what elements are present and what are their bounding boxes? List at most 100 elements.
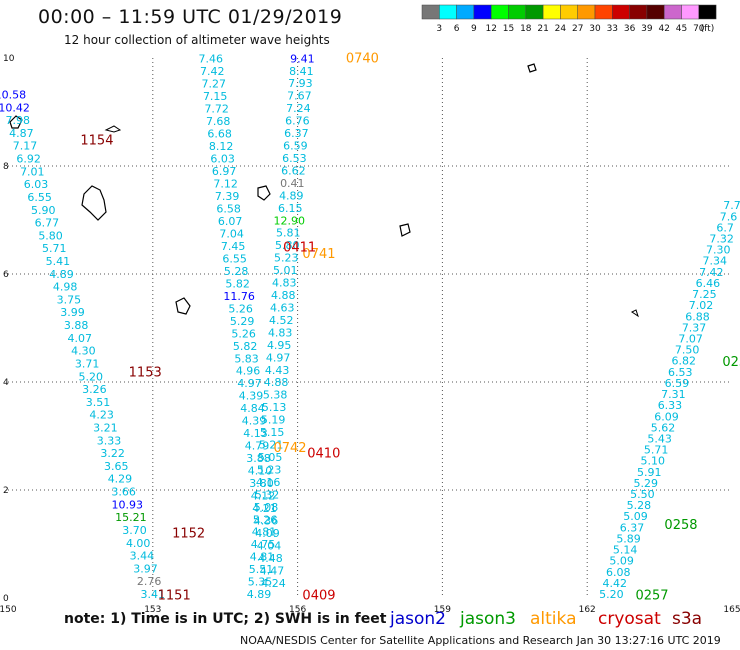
wave-height-value: 7.31 <box>661 388 686 401</box>
wave-height-value: 7.50 <box>675 344 700 357</box>
wave-height-value: 7.42 <box>699 266 724 279</box>
legend-cryosat: cryosat <box>598 609 661 629</box>
wave-height-value: 5.19 <box>261 414 286 427</box>
wave-height-value: 5.90 <box>31 204 56 217</box>
wave-height-value: 4.83 <box>272 277 297 290</box>
wave-height-value: 6.82 <box>671 355 696 368</box>
wave-height-value: 7.45 <box>221 240 246 253</box>
colorbar-swatch <box>612 4 630 20</box>
wave-height-value: 5.91 <box>637 466 662 479</box>
colorbar-legend: 3 6 9 12 15 18 21 24 27 30 33 36 39 42 45 70(ft) <box>421 4 717 34</box>
wave-height-value: 3.44 <box>130 550 155 563</box>
map-subtitle: 12 hour collection of altimeter wave hei… <box>64 33 330 47</box>
wave-height-value: 4.88 <box>271 289 296 302</box>
wave-height-value: 4.00 <box>126 537 151 550</box>
wave-height-value: 4.97 <box>266 351 291 364</box>
wave-height-value: 3.97 <box>133 562 158 575</box>
wave-height-value: 7.39 <box>215 190 240 203</box>
wave-height-value: 6.55 <box>27 191 52 204</box>
wave-height-value: 5.13 <box>262 401 287 414</box>
x-tick-label: 150 <box>0 605 17 615</box>
pass-label: 0742 <box>273 441 306 456</box>
wave-height-value: 4.47 <box>260 565 285 578</box>
wave-height-value: 5.80 <box>38 229 63 242</box>
colorbar-swatch <box>663 4 682 20</box>
wave-height-value: 6.03 <box>24 178 49 191</box>
wave-height-value: 7.42 <box>200 65 225 78</box>
colorbar-label: (ft) <box>701 24 715 34</box>
wave-height-value: 4.07 <box>68 332 93 345</box>
grid-lines <box>8 58 732 598</box>
wave-height-value: 7.25 <box>692 288 717 301</box>
colorbar-swatch <box>577 4 596 20</box>
wave-height-value: 6.59 <box>665 377 690 390</box>
legend-jason2: jason2 <box>390 609 446 629</box>
colorbar-swatch <box>594 4 613 20</box>
wave-height-value: 3.22 <box>100 447 125 460</box>
wave-height-value: 5.41 <box>46 255 71 268</box>
wave-height-value: 6.46 <box>696 277 721 290</box>
wave-height-value: 6.76 <box>285 115 310 128</box>
colorbar-swatch <box>456 4 475 20</box>
wave-height-value: 5.26 <box>231 327 256 340</box>
wave-height-value: 4.98 <box>53 281 78 294</box>
wave-height-value: 3.66 <box>111 486 136 499</box>
wave-height-value: 7.67 <box>287 90 312 103</box>
wave-height-value: 4.89 <box>247 588 272 601</box>
wave-height-value: 2.76 <box>137 575 162 588</box>
footer-credit: NOAA/NESDIS Center for Satellite Applica… <box>240 634 721 647</box>
pass-label: 1151 <box>158 589 191 604</box>
wave-height-value: 4.79 <box>245 440 270 453</box>
wave-height-value: 7.98 <box>5 114 30 127</box>
pass-label: 0257 <box>635 589 668 604</box>
colorbar-swatch <box>490 4 509 20</box>
wave-height-value: 4.29 <box>108 473 133 486</box>
wave-height-value: 5.15 <box>260 426 285 439</box>
wave-height-value: 15.21 <box>115 511 147 524</box>
wave-height-value: 6.77 <box>35 217 60 230</box>
wave-height-value: 4.23 <box>89 409 114 422</box>
x-tick-label: 153 <box>144 605 161 615</box>
wave-height-value: 5.28 <box>627 499 652 512</box>
wave-height-value: 5.38 <box>263 389 288 402</box>
wave-height-value: 5.29 <box>230 315 255 328</box>
island-outlines <box>9 63 639 318</box>
map-title: 00:00 – 11:59 UTC 01/29/2019 <box>38 6 343 28</box>
wave-height-value: 3.71 <box>75 357 100 370</box>
wave-height-value: 4.16 <box>256 476 281 489</box>
pass-label: 0410 <box>307 447 340 462</box>
wave-height-value: 3.26 <box>82 383 107 396</box>
wave-height-value: 5.81 <box>276 227 301 240</box>
colorbar-swatch <box>681 4 700 20</box>
wave-height-value: 5.14 <box>613 544 638 557</box>
island-shape <box>527 63 537 73</box>
colorbar-swatch <box>421 4 440 20</box>
altimeter-tracks: 10.5810.427.984.877.176.927.016.036.555.… <box>0 52 740 601</box>
colorbar-swatch <box>508 4 527 20</box>
colorbar-label: 33 <box>607 24 618 34</box>
colorbar-label: 70 <box>693 24 705 34</box>
wave-height-value: 4.89 <box>279 189 304 202</box>
colorbar-label: 42 <box>658 24 669 34</box>
track-0741: 7.467.427.277.157.727.686.688.126.036.97… <box>198 52 285 590</box>
colorbar-label: 30 <box>589 24 601 34</box>
wave-height-value: 7.34 <box>703 255 728 268</box>
wave-height-value: 4.39 <box>239 390 264 403</box>
wave-height-value: 3.75 <box>57 293 82 306</box>
wave-height-value: 4.24 <box>261 577 286 590</box>
wave-height-value: 4.52 <box>269 314 294 327</box>
wave-height-value: 4.84 <box>240 402 265 415</box>
wave-height-value: 5.51 <box>249 563 274 576</box>
wave-height-value: 3.21 <box>93 422 118 435</box>
wave-height-value: 6.53 <box>282 152 307 165</box>
wave-height-value: 6.53 <box>668 366 693 379</box>
wave-height-value: 6.88 <box>685 310 710 323</box>
wave-height-value: 3.41 <box>141 588 166 601</box>
track-0257: 7.77.66.77.327.307.347.426.467.257.026.8… <box>599 199 740 601</box>
wave-height-value: 7.93 <box>288 77 313 90</box>
wave-height-value: 6.07 <box>218 215 243 228</box>
wave-height-value: 4.88 <box>264 376 289 389</box>
pass-label: 025 <box>722 355 740 370</box>
wave-height-value: 5.35 <box>248 576 273 589</box>
